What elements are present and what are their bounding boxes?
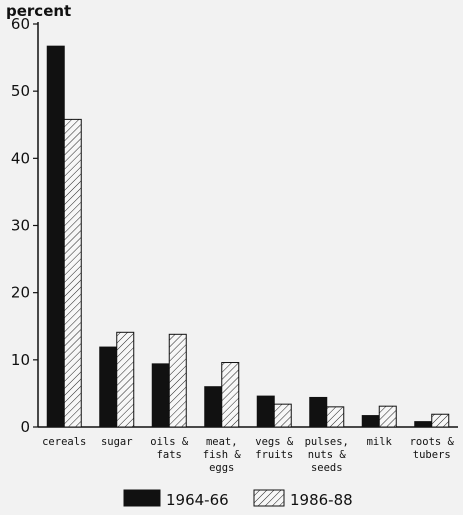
category-label: milk	[367, 436, 393, 448]
y-tick-label: 60	[11, 15, 30, 33]
legend-label-1964-66: 1964-66	[166, 491, 229, 509]
legend-swatch-1986-88	[253, 489, 285, 507]
bar-1964-66-cereals	[46, 45, 65, 428]
bar-1964-66-oils & fats	[151, 363, 170, 428]
bar-1986-88-pulses, nuts & seeds	[326, 406, 345, 428]
category-label: oils & fats	[150, 436, 189, 461]
y-tick-label: 50	[11, 82, 30, 100]
y-axis-unit-label: percent	[6, 2, 71, 20]
category-label: meat, fish & eggs	[203, 436, 242, 474]
bar-1964-66-pulses, nuts & seeds	[309, 396, 328, 428]
bar-1964-66-milk	[361, 415, 380, 428]
bar-1964-66-roots & tubers	[414, 421, 433, 428]
bar-1986-88-sugar	[116, 331, 135, 428]
category-label: pulses, nuts & seeds	[305, 436, 349, 474]
legend-label-1986-88: 1986-88	[290, 491, 353, 509]
category-label: sugar	[101, 436, 133, 448]
bar-1964-66-sugar	[99, 346, 118, 428]
bar-1986-88-vegs & fruits	[273, 403, 292, 428]
bar-1986-88-milk	[378, 405, 397, 428]
bars	[46, 45, 450, 428]
category-label: roots & tubers	[410, 436, 455, 461]
category-label: cereals	[42, 436, 86, 448]
bar-1964-66-meat, fish & eggs	[204, 386, 223, 428]
y-tick-label: 0	[20, 418, 30, 436]
y-axis: 0 10 20 30 40 50 60	[11, 15, 39, 436]
category-labels: cereals sugar oils & fats meat, fish & eggs veg…	[42, 436, 454, 474]
bar-1986-88-oils & fats	[168, 333, 187, 428]
y-tick-label: 40	[11, 149, 30, 167]
bar-1986-88-meat, fish & eggs	[221, 362, 240, 428]
category-label: vegs & fruits	[255, 436, 294, 461]
y-tick-label: 20	[11, 284, 30, 302]
bar-1986-88-cereals	[63, 118, 82, 428]
y-tick-label: 30	[11, 217, 30, 235]
legend: 1964-66 1986-88	[123, 489, 353, 509]
y-tick-label: 10	[11, 351, 30, 369]
bar-1986-88-roots & tubers	[431, 413, 450, 428]
legend-swatch-1964-66	[123, 489, 161, 507]
bar-1964-66-vegs & fruits	[256, 395, 275, 428]
